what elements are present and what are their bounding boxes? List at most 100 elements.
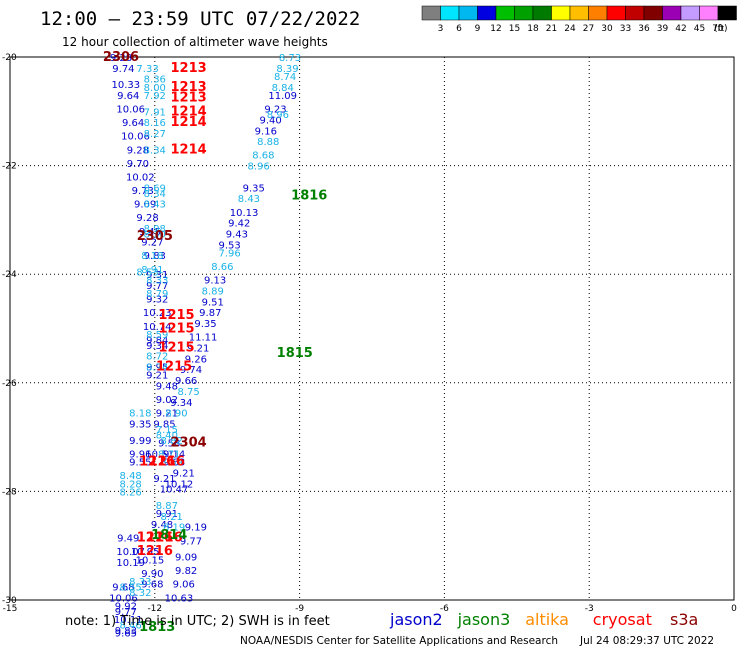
data-point-label: 9.14 [163,449,185,460]
data-point-label: 8.74 [146,363,168,374]
data-point-label: 10.12 [165,479,194,490]
data-point-label: 9.28 [127,145,149,156]
data-point-label: 9.09 [175,553,197,564]
colorbar-swatch [440,5,460,21]
data-point-label: 8.43 [238,194,260,205]
data-point-label: 11.09 [268,91,297,102]
data-point-label: 7.33 [136,64,158,75]
data-point-label: 8.34 [144,189,166,200]
data-point-label: 10.23 [143,308,172,319]
data-point-label: 8.89 [202,286,224,297]
data-point-label: 8.79 [146,289,168,300]
data-point-label: 8.88 [257,137,279,148]
data-point-label: 9.99 [129,436,151,447]
data-point-label: 9.68 [141,580,163,591]
data-point-label: 2305 [137,229,173,244]
data-point-label: 9.92 [115,601,137,612]
data-point-label: 8.96 [247,162,269,173]
data-point-label: 7.91 [144,107,166,118]
colorbar-swatch [680,5,700,21]
y-tick-label: -20 [2,53,17,63]
data-point-label: 9.35 [194,319,216,330]
x-tick-label: -9 [295,604,304,614]
grid-lines [10,57,734,600]
colorbar-label: 39 [657,24,669,34]
data-point-label: 9.21 [153,474,175,485]
footer-credit: NOAA/NESDIS Center for Satellite Applica… [240,635,558,647]
data-point-label: 10.13 [230,208,259,219]
data-point-label: 1213 [170,80,206,95]
data-point-label: 9.21 [173,468,195,479]
colorbar-unit: (ft) [714,24,728,34]
data-point-label: 9.35 [129,420,151,431]
data-point-label: 9.34 [146,341,168,352]
data-point-label: 1215 [156,360,192,375]
footer-note: note: 1) Time is in UTC; 2) SWH is in fe… [65,614,330,629]
data-point-label: 9.91 [156,509,178,520]
data-point-label: 1214 [170,104,206,119]
chart-subtitle: 12 hour collection of altimeter wave hei… [62,35,328,49]
y-tick-label: -26 [2,379,17,389]
data-point-label: 9.66 [175,376,197,387]
data-point-label: 8.84 [272,83,294,94]
data-point-label: 8.46 [120,620,142,631]
data-point-label: 9.64 [117,91,139,102]
data-point-label: 9.02 [156,395,178,406]
data-point-label: 8.30 [144,229,166,240]
legend-entry: altika [525,610,569,629]
data-point-label: 9.31 [146,270,168,281]
data-point-label: 10.95 [131,547,160,558]
data-point-label: 9.26 [185,354,207,365]
y-tick-label: -24 [2,270,17,280]
data-point-label: 9.84 [146,335,168,346]
legend-entry: cryosat [593,610,652,629]
colorbar-label: 33 [620,24,631,34]
data-point-label: 9.95 [146,363,168,374]
data-point-label: 8.59 [146,330,168,341]
data-point-label: 1813 [139,620,175,635]
data-point-label: 8.82 [161,436,183,447]
colorbar-label: 12 [490,24,501,34]
colorbar-swatch [551,5,571,21]
data-point-label: 9.85 [153,420,175,431]
data-point-label: 8.48 [120,471,142,482]
data-point-label: 8.32 [129,588,151,599]
data-point-label: 8.96 [267,110,289,121]
footer-timestamp: Jul 24 08:29:37 UTC 2022 [579,635,714,647]
colorbar-label: 30 [601,24,613,34]
data-point-label: 9.96 [129,449,151,460]
data-point-label: 9.53 [218,240,240,251]
axis-ticks: -15 -12 -9 -6 -3 0-20-22-24-26-28-30 [2,53,737,614]
colorbar-label: 15 [509,24,520,34]
data-point-label: 8.39 [276,64,298,75]
data-point-label: 7.92 [144,91,166,102]
data-point-label: 10.07 [116,547,145,558]
data-point-label: 9.90 [141,569,163,580]
data-point-label: 1215 [158,322,194,337]
color-scale-legend: 3 6 9 12 15 18 21 24 27 30 33 36 39 42 45 70 [421,5,737,34]
data-point-label: 9.48 [156,382,178,393]
data-point-label: 9.42 [228,219,250,230]
satellite-legend: jason2 jason3 altika cryosat s3a [389,610,698,629]
data-point-label: 9.68 [112,582,134,593]
data-point-label: 11.11 [189,333,218,344]
data-point-label: 8.33 [146,276,168,287]
data-point-label: 1215 [158,308,194,323]
data-point-label: 10.06 [109,593,138,604]
data-point-label: 8.36 [144,75,166,86]
colorbar-label: 6 [456,24,462,34]
data-point-label: 8.69 [144,183,166,194]
data-point-label: 10.11 [114,615,143,626]
data-point-label: 8.87 [156,501,178,512]
colorbar-swatch [495,5,515,21]
data-point-label: 8.73 [279,53,301,64]
data-point-label: 1214 [170,142,206,157]
data-point-label: 9.48 [151,520,173,531]
colorbar-label: 27 [583,24,594,34]
data-point-label: 9.83 [144,251,166,262]
data-point-label: 9.32 [146,295,168,306]
data-point-label: 8.40 [156,430,178,441]
colorbar-swatch [569,5,589,21]
data-point-label: 9.28 [110,53,132,64]
data-point-label: 8.71 [158,449,180,460]
